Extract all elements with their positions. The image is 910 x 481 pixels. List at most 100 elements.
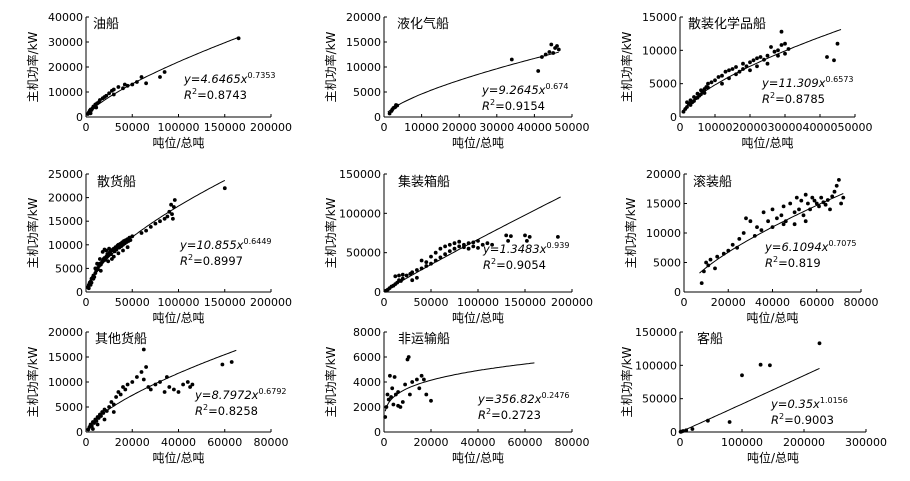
data-point	[797, 207, 801, 212]
fit-equation: y=6.1094x0.7075	[764, 239, 857, 254]
data-point	[172, 198, 177, 202]
y-tick-label: 6000	[353, 351, 381, 364]
panel-title: 其他货船	[95, 331, 147, 347]
x-tick-label: 0	[381, 296, 388, 309]
data-point	[806, 201, 810, 206]
data-point	[443, 252, 447, 257]
y-tick-label: 0	[76, 426, 83, 439]
data-point	[768, 363, 772, 368]
x-tick-label: 30000	[479, 121, 514, 134]
r-squared: R2=0.819	[765, 255, 821, 270]
r-squared: R2=0.2723	[478, 407, 541, 422]
data-point	[181, 382, 186, 387]
y-tick-label: 20000	[48, 326, 83, 339]
data-point	[792, 222, 797, 227]
x-tick-label: 0	[677, 121, 684, 134]
x-tick-label: 200000	[250, 121, 292, 134]
data-point	[748, 68, 752, 73]
data-point	[755, 64, 759, 69]
y-tick-label: 15000	[346, 36, 381, 49]
y-tick-label: 50000	[642, 393, 677, 406]
fit-equation: y=356.82x0.2476	[477, 391, 570, 406]
data-point	[708, 257, 713, 262]
y-tick-label: 10000	[646, 227, 681, 240]
data-point	[765, 53, 770, 58]
data-point	[135, 375, 139, 379]
data-point	[457, 239, 462, 244]
x-tick-label: 0	[681, 296, 688, 309]
y-tick-label: 10000	[642, 44, 677, 57]
data-point	[419, 258, 424, 263]
x-axis-label: 吨位/总吨	[747, 450, 799, 465]
y-axis-label: 主机功率/kW	[619, 31, 634, 102]
data-point	[139, 75, 144, 79]
x-tick-label: 50000	[414, 296, 449, 309]
fit-curve	[387, 51, 559, 113]
data-point	[190, 382, 195, 387]
x-tick-label: 40000	[161, 436, 196, 449]
x-tick-label: 60000	[799, 296, 834, 309]
data-point	[144, 81, 149, 86]
x-tick-label: 0	[83, 296, 90, 309]
data-point	[810, 195, 815, 200]
x-tick-label: 50000	[115, 121, 150, 134]
x-tick-label: 50000	[555, 121, 590, 134]
data-point	[772, 49, 777, 54]
scatter-panel: 0 10000 20000 30000 40000 5000005000100001500…	[619, 11, 873, 150]
fit-equation: y=0.35x1.0156	[770, 396, 848, 411]
data-point	[111, 87, 116, 92]
data-point	[433, 250, 438, 255]
data-point	[424, 392, 429, 397]
data-point	[751, 58, 756, 63]
y-axis-label: 主机功率/kW	[25, 197, 40, 268]
data-point	[104, 248, 109, 253]
scatter-panel: 0 20000 40000 60000 80000 0 5000 10000 15000 2000…	[25, 326, 289, 465]
data-point	[107, 91, 111, 96]
data-point	[547, 50, 552, 54]
x-axis-label: 吨位/总吨	[152, 450, 204, 465]
scatter-panel: 0 10000 20000 30000 40000 5000005000100001500…	[323, 11, 590, 150]
x-tick-label: 0	[83, 436, 90, 449]
y-tick-label: 150000	[339, 168, 381, 181]
y-tick-label: 2000	[353, 401, 381, 414]
data-point	[817, 341, 822, 346]
x-tick-label: 80000	[254, 436, 289, 449]
data-point	[839, 201, 843, 206]
panel-title: 客船	[697, 331, 723, 347]
data-point	[403, 382, 407, 387]
data-point	[400, 272, 405, 277]
y-tick-label: 20000	[646, 168, 681, 181]
y-axis-label: 主机功率/kW	[323, 197, 338, 268]
data-point	[812, 198, 817, 203]
fit-curve	[384, 196, 561, 292]
data-point	[776, 48, 780, 53]
x-tick-label: 20000	[115, 436, 150, 449]
y-tick-label: 5000	[55, 401, 83, 414]
y-axis-label: 主机功率/kW	[25, 346, 40, 417]
x-tick-label: 40000	[517, 121, 552, 134]
data-point	[167, 385, 172, 389]
data-point	[222, 186, 227, 191]
x-tick-label: 150000	[204, 121, 246, 134]
x-tick-label: 200000	[250, 296, 292, 309]
y-tick-label: 25000	[48, 168, 83, 181]
data-point	[415, 377, 419, 382]
data-point	[385, 392, 390, 397]
data-point	[457, 244, 462, 249]
y-tick-label: 20000	[48, 192, 83, 205]
fit-curve	[681, 29, 842, 113]
data-point	[832, 189, 837, 194]
data-point	[709, 80, 714, 85]
data-point	[121, 248, 125, 253]
data-point	[396, 403, 400, 408]
data-point	[720, 73, 724, 78]
y-tick-label: 15000	[48, 215, 83, 228]
data-point	[549, 42, 554, 47]
panel-title: 散货船	[97, 174, 136, 190]
data-point	[834, 183, 839, 188]
data-point	[527, 235, 532, 239]
x-axis-label: 吨位/总吨	[452, 310, 504, 325]
panel-title: 集装箱船	[398, 174, 450, 190]
x-tick-label: 20000	[711, 296, 746, 309]
data-point	[438, 246, 443, 251]
